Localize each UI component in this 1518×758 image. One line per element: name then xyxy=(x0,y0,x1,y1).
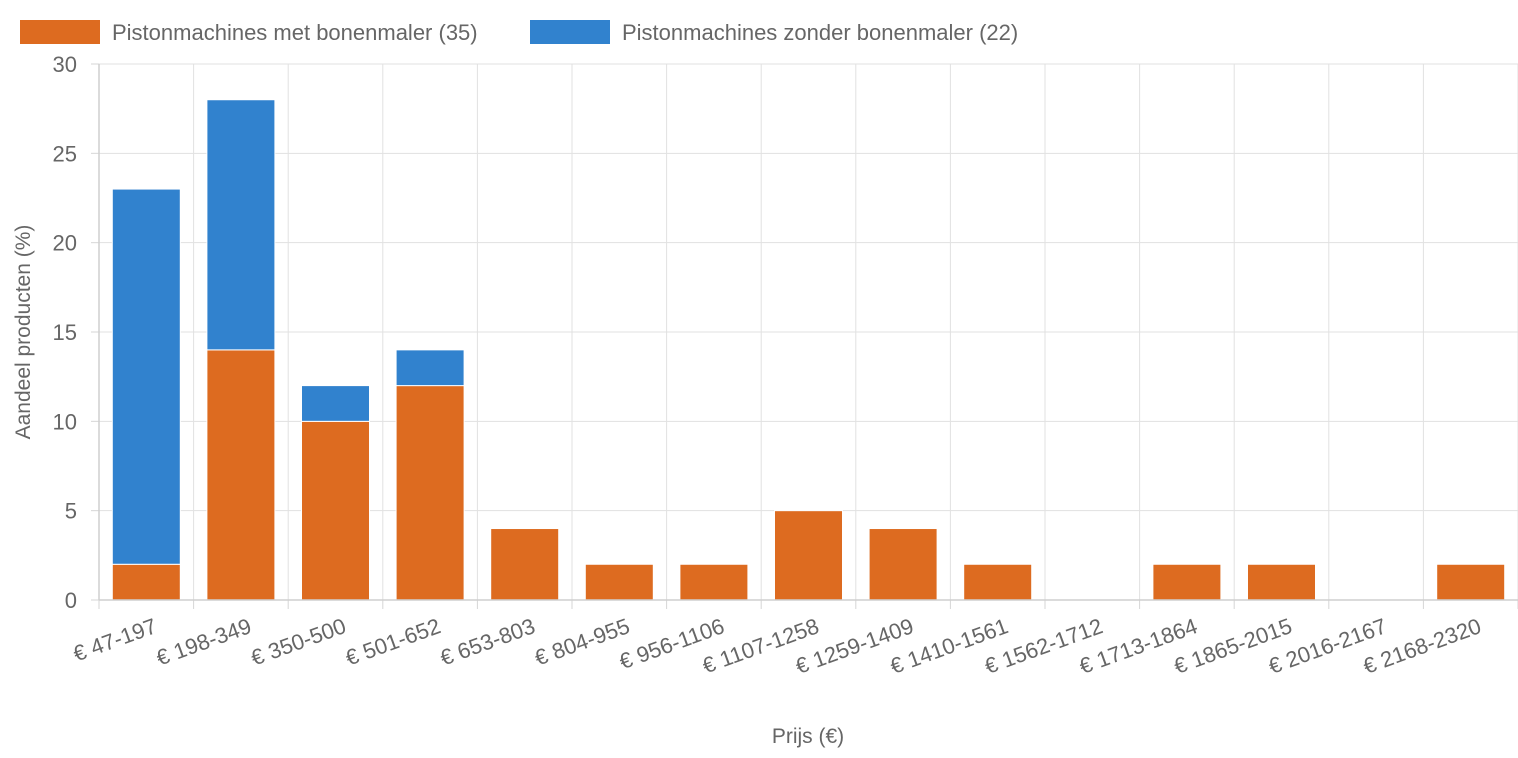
axes xyxy=(91,63,1518,609)
x-axis-title: Prijs (€) xyxy=(772,725,844,748)
bar-segment-series-1[interactable] xyxy=(584,563,654,601)
gridlines xyxy=(98,63,1518,600)
y-tick-label: 20 xyxy=(53,231,77,256)
y-axis-tick-labels: 0 5 10 15 20 25 30 xyxy=(53,52,77,613)
legend-item-series-2[interactable]: Pistonmachines zonder bonenmaler (22) xyxy=(530,20,1018,45)
y-tick-label: 25 xyxy=(53,141,77,166)
y-tick-label: 15 xyxy=(53,320,77,345)
x-axis-tick-labels: € 47-197€ 198-349€ 350-500€ 501-652€ 653… xyxy=(70,613,1485,679)
bar-segment-series-1[interactable] xyxy=(868,528,938,601)
y-axis-title: Aandeel producten (%) xyxy=(12,225,35,440)
bar-segment-series-1[interactable] xyxy=(1152,563,1222,601)
legend-label-series-1: Pistonmachines met bonenmaler (35) xyxy=(112,20,478,45)
bar-segment-series-1[interactable] xyxy=(963,563,1033,601)
bar-segment-series-1[interactable] xyxy=(1436,563,1506,601)
y-tick-label: 30 xyxy=(53,52,77,77)
legend-swatch-series-2 xyxy=(530,20,610,44)
legend-swatch-series-1 xyxy=(20,20,100,44)
chart-legend: Pistonmachines met bonenmaler (35) Pisto… xyxy=(20,20,1018,45)
bar-segment-series-1[interactable] xyxy=(679,563,749,601)
x-tick-label: € 47-197 xyxy=(70,613,160,666)
bar-segment-series-1[interactable] xyxy=(774,510,843,601)
x-tick-label: € 198-349 xyxy=(153,613,255,670)
y-tick-label: 10 xyxy=(53,409,77,434)
bar-segment-series-1[interactable] xyxy=(301,420,370,601)
bar-segment-series-2[interactable] xyxy=(111,188,181,565)
bar-segment-series-1[interactable] xyxy=(111,563,181,601)
bar-segment-series-1[interactable] xyxy=(395,385,465,601)
y-tick-label: 0 xyxy=(65,588,77,613)
bar-segment-series-2[interactable] xyxy=(206,99,276,351)
bar-segment-series-1[interactable] xyxy=(206,349,276,601)
y-tick-label: 5 xyxy=(65,499,77,524)
bar-segment-series-1[interactable] xyxy=(1247,563,1316,601)
x-tick-label: € 653-803 xyxy=(437,613,539,670)
bar-segment-series-2[interactable] xyxy=(301,385,370,422)
x-tick-label: € 350-500 xyxy=(248,613,350,670)
legend-item-series-1[interactable]: Pistonmachines met bonenmaler (35) xyxy=(20,20,478,45)
bars xyxy=(111,99,1506,601)
bar-segment-series-1[interactable] xyxy=(490,528,560,601)
bar-segment-series-2[interactable] xyxy=(395,349,465,387)
legend-label-series-2: Pistonmachines zonder bonenmaler (22) xyxy=(622,20,1018,45)
x-tick-label: € 804-955 xyxy=(531,613,633,670)
x-tick-label: € 501-652 xyxy=(342,613,444,670)
